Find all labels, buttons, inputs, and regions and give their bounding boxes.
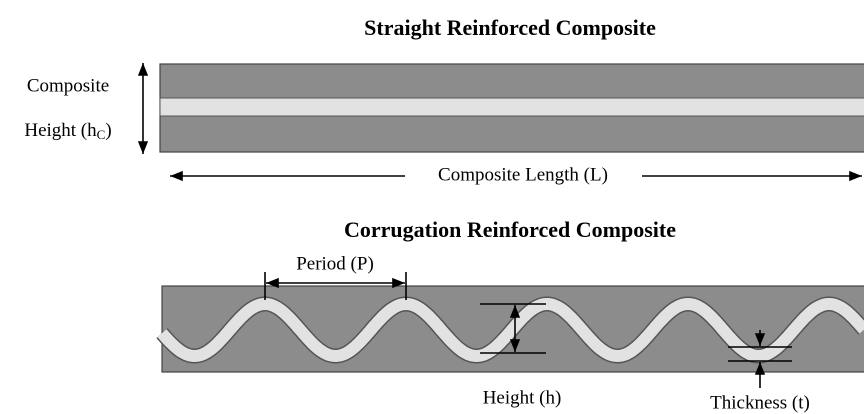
thickness-label: Thickness (t) [710,392,810,413]
corrugation-height-label: Height (h) [483,387,562,408]
straight-title: Straight Reinforced Composite [364,15,656,40]
height-label-end: ) [105,120,111,141]
period-label: Period (P) [296,253,374,274]
height-label-line1: Composite [27,75,109,96]
corrugated-title: Corrugation Reinforced Composite [344,217,676,242]
height-label-line2: Height (hC) [24,120,111,142]
height-label-sub: C [97,127,106,142]
straight-reinforcement [159,97,864,117]
length-label: Composite Length (L) [438,164,608,185]
height-label-text: Height (h [24,120,97,141]
